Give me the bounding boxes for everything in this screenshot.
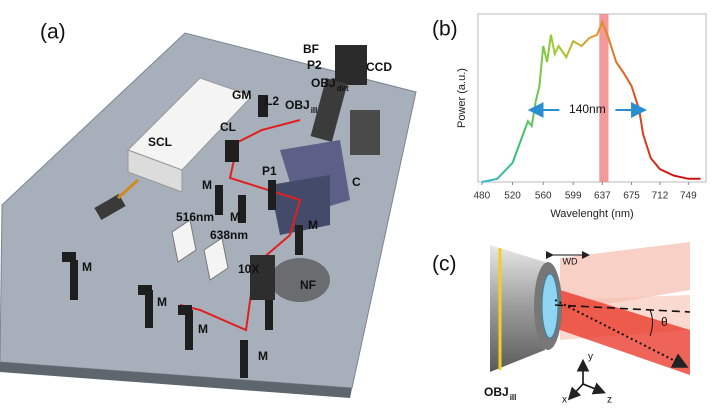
component-label: NF	[300, 278, 316, 292]
angle-arc	[649, 309, 653, 337]
x-tick-label: 520	[504, 191, 521, 202]
component-label: 638nm	[210, 228, 248, 242]
component-label: 516nm	[176, 210, 214, 224]
x-tick-label: 480	[473, 191, 490, 202]
x-tick-label: 637	[594, 191, 611, 202]
beam-path	[179, 141, 302, 332]
stage-post	[350, 110, 380, 155]
component-label: BF	[303, 42, 319, 56]
component-label: P2	[307, 58, 322, 72]
fiber-coupler	[94, 193, 126, 221]
mounts	[62, 95, 303, 378]
laser-638	[203, 237, 229, 281]
x-axis-title: Wavelenght (nm)	[550, 208, 633, 220]
component-label: M	[198, 322, 208, 336]
beam-upper	[560, 242, 690, 312]
table-edge	[0, 362, 352, 398]
component-label: P1	[262, 164, 277, 178]
panel-label: (b)	[432, 18, 458, 41]
panel-label: (c)	[432, 253, 457, 276]
objective-label: OBJ	[484, 385, 509, 399]
axis-letter: x	[562, 395, 567, 406]
x-tick-label: 712	[652, 191, 669, 202]
axis-letter: y	[588, 352, 593, 363]
component-label: L2	[265, 94, 279, 108]
component-label: M	[308, 218, 318, 232]
objective-body	[490, 245, 545, 372]
span-label: 140nm	[569, 102, 606, 116]
fiber	[116, 178, 140, 200]
plot-frame	[477, 13, 707, 183]
laser-516	[171, 219, 197, 263]
axis-x	[567, 383, 584, 401]
highlight-band	[599, 14, 609, 182]
component-label: C	[352, 175, 361, 189]
component-label-subscript: det	[337, 84, 349, 93]
spectrum-line	[481, 19, 701, 183]
axis-letter: z	[607, 395, 612, 406]
component-label: M	[258, 349, 268, 363]
component-label: 10X	[238, 262, 259, 276]
component-label: OBJ	[311, 76, 336, 90]
wd-label: WD	[563, 256, 578, 266]
stage-block	[270, 175, 330, 235]
objective-lens	[541, 273, 559, 339]
spectrum-chart: (b) 480 520 560 599 637 675 712 749 Wavelenght (n…	[432, 13, 707, 220]
x-tick-label: 560	[535, 191, 552, 202]
objective-label-subscript: ill	[510, 393, 517, 402]
component-label: OBJ	[285, 98, 310, 112]
objective-diagram	[490, 242, 691, 401]
component-label: GM	[232, 88, 251, 102]
x-tick-label: 675	[623, 191, 640, 202]
x-tick-label: 749	[680, 191, 697, 202]
component-label: CL	[220, 120, 236, 134]
y-axis-title: Power (a.u.)	[456, 68, 468, 128]
beam-path-upper	[237, 119, 301, 143]
theta-label: θ	[661, 315, 668, 329]
component-label-subscript: ill	[311, 106, 318, 115]
panel-label: (a)	[40, 21, 66, 44]
optical-axis	[554, 304, 691, 313]
detection-tube	[310, 78, 348, 142]
laser-box-side	[127, 149, 183, 193]
camera	[335, 45, 367, 85]
component-label: M	[202, 178, 212, 192]
nf-region	[270, 258, 330, 302]
component-label: M	[82, 260, 92, 274]
component-label: M	[157, 295, 167, 309]
x-tick-label: 599	[565, 191, 582, 202]
setup-illustration	[0, 32, 417, 398]
objective-10x	[250, 255, 275, 300]
component-label: SCL	[148, 135, 172, 149]
beam-direction	[554, 299, 689, 368]
beam-lower	[560, 290, 690, 375]
component-label: CCD	[366, 60, 392, 74]
component-label: M	[230, 210, 240, 224]
axis-z	[582, 382, 606, 395]
